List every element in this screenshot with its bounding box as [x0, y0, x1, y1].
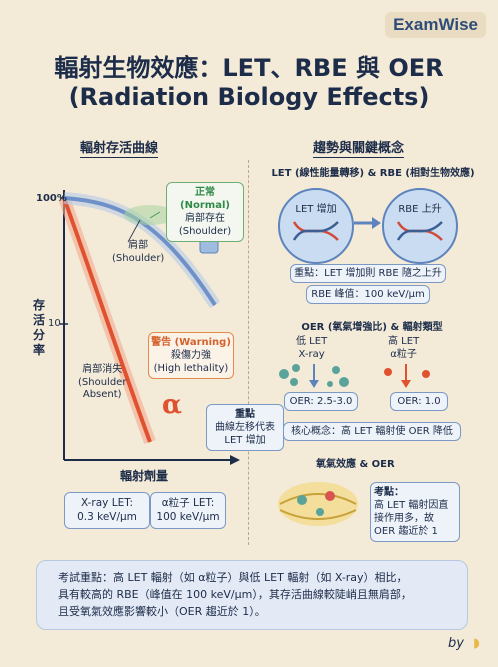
tick-label-100: 100%: [36, 193, 67, 204]
exam-point-line2: 高 LET 輻射因直: [374, 500, 449, 511]
center-key-line2: 曲線左移代表: [215, 422, 275, 433]
oer-title: OER (氧氣增強比) & 輻射類型: [301, 322, 443, 333]
cell-membrane-illustration: [278, 482, 358, 526]
exam-note-box: [36, 560, 468, 630]
rbe-circle: [382, 188, 458, 264]
normal-box-line2: 肩部存在: [185, 213, 225, 224]
alpha-let-line2: 100 keV/μm: [156, 510, 220, 523]
warning-box-title: 警告 (Warning): [151, 337, 231, 348]
shoulder-absent-line3: Absent): [82, 389, 122, 400]
particles-illustration: [279, 364, 430, 388]
normal-box-title: 正常 (Normal): [180, 187, 230, 211]
x-axis-label: 輻射劑量: [120, 469, 169, 483]
banana-icon: ◗: [473, 636, 480, 651]
dna-icon-right: [396, 221, 443, 241]
let-circle-label: LET 增加: [295, 204, 337, 215]
oxygen-title: 氧氣效應 & OER: [316, 459, 395, 470]
left-section-heading: 輻射存活曲線: [80, 137, 159, 158]
shoulder-label: 肩部 (Shoulder): [112, 240, 164, 265]
normal-box: 正常 (Normal) 肩部存在 (Shoulder): [166, 182, 244, 242]
shoulder-highlight: [124, 205, 176, 225]
brand-logo: ExamWise: [385, 12, 486, 38]
dna-icon-left: [292, 221, 339, 241]
red-survival-curve: [62, 197, 152, 443]
alpha-symbol: α: [162, 390, 183, 420]
survival-curve-plot: [58, 190, 240, 465]
shoulder-label-line2: (Shoulder): [112, 252, 165, 264]
low-let-line2: X-ray: [298, 348, 325, 360]
shoulder-label-line1: 肩部: [128, 240, 149, 251]
center-key-title: 重點: [235, 409, 255, 420]
shoulder-absent-line1: 肩部消失: [82, 364, 123, 375]
high-let-line1: 高 LET: [388, 336, 420, 347]
low-let-label: 低 LET X-ray: [296, 336, 327, 361]
shoulder-leader: [127, 219, 141, 243]
exam-point-title: 考點：: [374, 487, 404, 498]
warning-box-line3: (High lethality): [153, 363, 229, 374]
y-axis-label: 存活分率: [32, 298, 45, 357]
low-let-line1: 低 LET: [296, 336, 328, 347]
alpha-let-box: α粒子 LET: 100 keV/μm: [150, 492, 226, 530]
exam-note-line3: 且受氧氣效應影響較小（OER 趨近於 1）。: [58, 605, 266, 618]
rbe-peak-box: RBE 峰值：100 keV/μm: [306, 285, 430, 304]
center-key-box: 重點 曲線左移代表 LET 增加: [206, 404, 284, 451]
right-section-heading: 趨勢與關鍵概念: [313, 137, 405, 158]
alpha-let-line1: α粒子 LET:: [161, 497, 215, 509]
high-let-line2: α粒子: [390, 348, 417, 360]
warning-box-line2: 殺傷力強: [171, 350, 211, 361]
xray-let-box: X-ray LET: 0.3 keV/μm: [64, 492, 150, 530]
tick-label-10: 10: [48, 318, 61, 329]
page-subtitle: (Radiation Biology Effects): [68, 83, 430, 111]
exam-point-line3: 接作用多，故: [374, 513, 434, 524]
right-arrow-icon: [354, 217, 381, 229]
normal-leader: [149, 211, 161, 219]
exam-note-line1: 考試重點：高 LET 輻射（如 α粒子）與低 LET 輻射（如 X-ray）相比…: [58, 571, 408, 584]
xray-let-line2: 0.3 keV/μm: [77, 510, 137, 523]
exam-note-text: 考試重點：高 LET 輻射（如 α粒子）與低 LET 輻射（如 X-ray）相比…: [58, 569, 463, 620]
x-axis-arrow: [230, 455, 240, 465]
shoulder-absent-line2: (Shoulder: [78, 376, 127, 388]
normal-box-line3: (Shoulder): [178, 226, 232, 237]
page-title: 輻射生物效應：LET、RBE 與 OER: [54, 54, 444, 82]
exam-point-box: 考點： 高 LET 輻射因直 接作用多，故 OER 趨近於 1: [370, 482, 460, 542]
oer-low-box: OER: 2.5-3.0: [284, 392, 358, 411]
high-let-label: 高 LET α粒子: [388, 336, 419, 361]
core-concept-box: 核心概念：高 LET 輻射使 OER 降低: [283, 422, 461, 441]
key-point-box: 重點：LET 增加則 RBE 隨之上升: [290, 264, 446, 283]
signature: by: [448, 636, 464, 651]
xray-let-line1: X-ray LET:: [80, 497, 134, 509]
center-key-line3: LET 增加: [224, 435, 266, 446]
shoulder-absent-label: 肩部消失 (Shoulder Absent): [78, 364, 126, 402]
let-circle: [278, 188, 354, 264]
oer-high-box: OER: 1.0: [390, 392, 448, 411]
let-rbe-title: LET (線性能量轉移) & RBE (相對生物效應): [271, 168, 475, 179]
rbe-circle-label: RBE 上升: [398, 204, 442, 215]
section-divider: [248, 160, 249, 545]
exam-note-line2: 具有較高的 RBE（峰值在 100 keV/μm），其存活曲線較陡峭且無肩部，: [58, 588, 412, 601]
warning-box: 警告 (Warning) 殺傷力強 (High lethality): [148, 332, 234, 379]
exam-point-line4: OER 趨近於 1: [374, 526, 438, 537]
